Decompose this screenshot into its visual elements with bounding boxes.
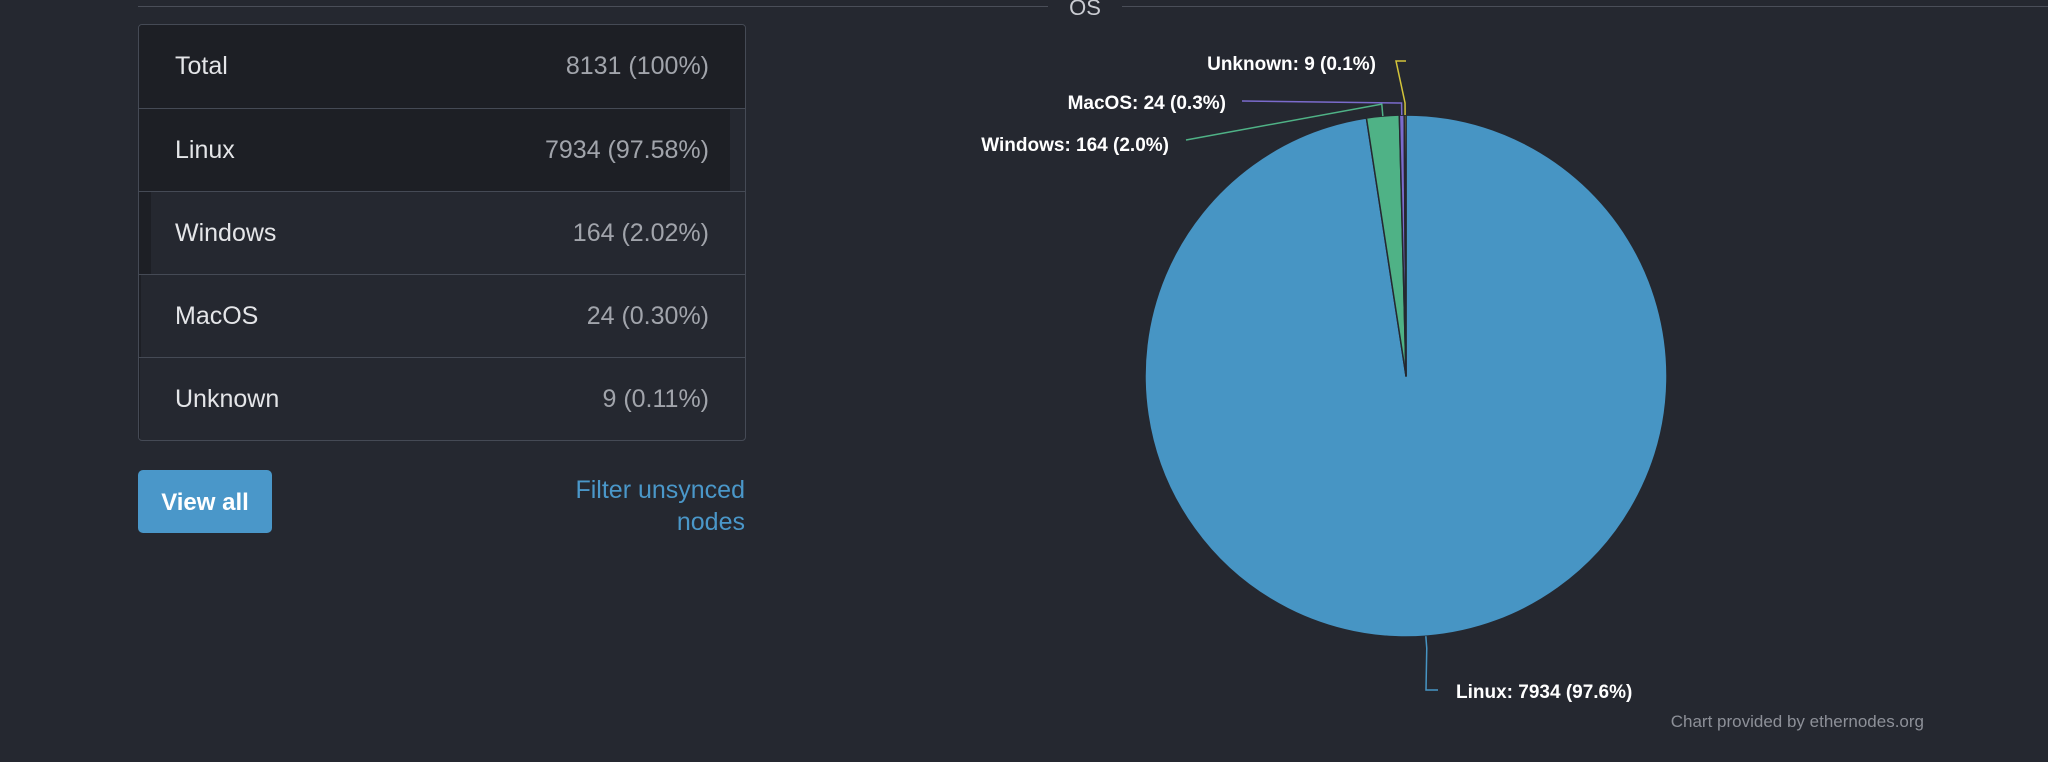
connector-unknown <box>1395 60 1406 116</box>
table-row-windows: Windows 164 (2.02%) <box>139 191 745 274</box>
table-row-total: Total 8131 (100%) <box>139 25 745 108</box>
table-row-macos: MacOS 24 (0.30%) <box>139 274 745 357</box>
row-value: 9 (0.11%) <box>602 385 709 413</box>
row-label: Total <box>175 52 228 80</box>
row-value: 24 (0.30%) <box>586 302 709 330</box>
view-all-button[interactable]: View all <box>138 470 272 533</box>
pie-label-connectors <box>1185 60 1438 691</box>
row-share-bar <box>139 275 141 357</box>
row-share-bar <box>139 25 745 108</box>
table-row-linux: Linux 7934 (97.58%) <box>139 108 745 191</box>
pie-label-unknown: Unknown: 9 (0.1%) <box>1207 54 1376 75</box>
row-share-bar <box>139 358 140 440</box>
row-share-bar <box>139 192 152 274</box>
row-share-bar <box>139 109 731 191</box>
filter-unsynced-nodes-link[interactable]: Filter unsynced nodes <box>575 476 745 536</box>
connector-windows <box>1185 103 1384 141</box>
pie-label-windows: Windows: 164 (2.0%) <box>981 135 1169 156</box>
section-title: OS <box>1069 0 1101 20</box>
os-stats-table: Total 8131 (100%) Linux 7934 (97.58%) Wi… <box>138 24 746 441</box>
pie-label-linux: Linux: 7934 (97.6%) <box>1456 682 1632 703</box>
row-value: 8131 (100%) <box>565 52 709 80</box>
table-row-unknown: Unknown 9 (0.11%) <box>139 357 745 440</box>
chart-credit: Chart provided by ethernodes.org <box>1670 712 1924 731</box>
row-value: 7934 (97.58%) <box>544 136 709 164</box>
row-label: Linux <box>175 136 235 164</box>
connector-macos <box>1241 100 1403 116</box>
connector-linux <box>1425 636 1438 691</box>
section-divider-right <box>1122 6 2048 7</box>
pie-label-macos: MacOS: 24 (0.3%) <box>1068 93 1226 114</box>
row-value: 164 (2.02%) <box>572 219 709 247</box>
pie-slices <box>1144 114 1668 638</box>
row-label: Unknown <box>175 385 280 413</box>
section-divider-left <box>138 6 1048 7</box>
row-label: MacOS <box>175 302 259 330</box>
row-label: Windows <box>175 219 277 247</box>
